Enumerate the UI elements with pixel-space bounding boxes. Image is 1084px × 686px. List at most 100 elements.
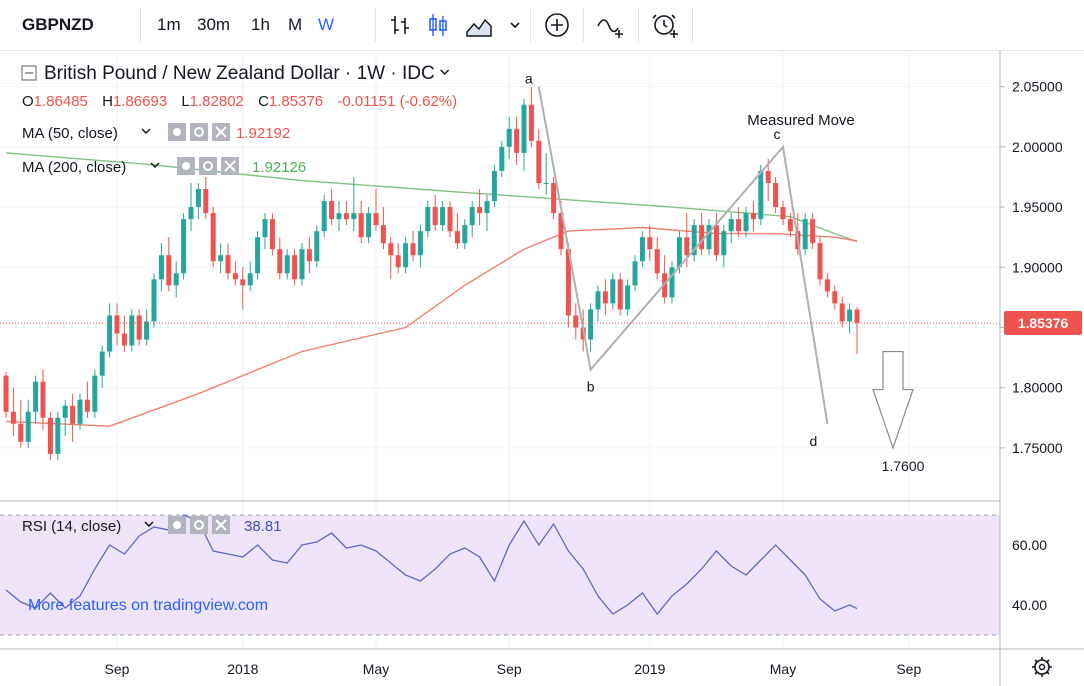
candle-body xyxy=(676,237,682,268)
candle xyxy=(750,201,756,232)
candle-body xyxy=(847,309,853,322)
chevron-down-icon[interactable] xyxy=(440,69,450,76)
candle-body xyxy=(713,225,719,256)
indicators-icon[interactable] xyxy=(596,10,626,40)
rsi-label[interactable]: RSI (14, close) xyxy=(22,518,121,535)
gear-icon-ring xyxy=(1034,659,1050,675)
high-value: 1.86693 xyxy=(113,93,167,110)
candle xyxy=(343,201,349,226)
rsi-axis[interactable]: 60.00 40.00 xyxy=(1012,537,1047,613)
chart-settings-gear-icon[interactable] xyxy=(1032,657,1052,677)
legend: British Pound / New Zealand Dollar · 1W … xyxy=(21,63,457,614)
candle xyxy=(602,279,608,316)
ma200-value: 1.92126 xyxy=(252,159,306,176)
candle xyxy=(262,213,268,250)
candle xyxy=(351,176,357,232)
price-tick-label: 1.75000 xyxy=(1012,440,1063,456)
candle-body xyxy=(484,201,490,214)
candle-body xyxy=(225,255,231,274)
candle-body xyxy=(639,237,645,262)
candle-body xyxy=(817,243,823,280)
candle-body xyxy=(195,189,201,208)
candle-body xyxy=(336,213,342,220)
chevron-down-icon[interactable] xyxy=(144,521,154,528)
price-axis[interactable]: 2.050002.000001.950001.900001.850001.800… xyxy=(1000,79,1063,456)
time-tick-label: Sep xyxy=(105,661,130,677)
candle xyxy=(321,195,327,238)
candle-body xyxy=(491,170,497,202)
symbol-search-button[interactable]: GBPNZD xyxy=(22,15,94,34)
toolbar-divider xyxy=(583,8,584,42)
candle xyxy=(99,345,105,388)
candle-body xyxy=(565,249,571,316)
gear-icon[interactable] xyxy=(190,516,208,534)
candle-body xyxy=(543,182,549,184)
gear-icon[interactable] xyxy=(199,157,217,175)
candle-body xyxy=(321,201,327,232)
candle-body xyxy=(181,219,187,274)
candle-body xyxy=(40,381,46,418)
eye-icon-pupil xyxy=(173,128,181,136)
interval-1h-button[interactable]: 1h xyxy=(251,15,270,34)
candle-body xyxy=(351,213,357,220)
price-chart[interactable]: a b c d Measured Move 1.7600 2.05000 2.00000 1.… xyxy=(0,50,1084,686)
candle xyxy=(329,189,335,226)
candle xyxy=(425,201,431,238)
alert-icon[interactable] xyxy=(650,10,680,40)
time-axis[interactable]: Sep 2018 May Sep 2019 May Sep xyxy=(105,661,922,677)
candle-body xyxy=(92,375,98,412)
candle-body xyxy=(617,279,623,310)
candle-body xyxy=(691,225,697,256)
candle-body xyxy=(440,207,446,226)
chevron-down-icon[interactable] xyxy=(505,10,525,40)
candle xyxy=(410,231,416,262)
add-compare-icon[interactable] xyxy=(542,10,572,40)
candle xyxy=(691,219,697,262)
bar-chart-icon[interactable] xyxy=(385,10,415,40)
interval-30m-button[interactable]: 30m xyxy=(197,15,231,34)
candle xyxy=(588,303,594,352)
interval-week-button[interactable]: W xyxy=(318,15,335,34)
candle xyxy=(47,411,53,460)
area-chart-icon[interactable] xyxy=(464,10,494,40)
candlestick-icon[interactable] xyxy=(423,10,453,40)
gear-icon-shape xyxy=(194,520,204,530)
ma200-settings-buttons xyxy=(177,157,239,175)
candle-body xyxy=(247,273,253,286)
ma50-line xyxy=(5,226,858,427)
rsi-tick-label: 60.00 xyxy=(1012,537,1047,553)
candle xyxy=(765,158,771,202)
candle-body xyxy=(62,405,68,418)
candle xyxy=(380,207,386,250)
chevron-down-icon[interactable] xyxy=(141,128,151,135)
candle xyxy=(166,237,172,292)
candle-body xyxy=(743,213,749,232)
candle xyxy=(743,207,749,238)
pattern-point-label: b xyxy=(587,379,595,395)
candle-body xyxy=(647,237,653,250)
rsi-line xyxy=(5,514,858,616)
tradingview-watermark[interactable]: More features on tradingview.com xyxy=(28,597,268,614)
interval-month-button[interactable]: M xyxy=(288,15,303,34)
candle xyxy=(499,140,505,177)
ma50-label[interactable]: MA (50, close) xyxy=(22,125,118,142)
candle xyxy=(240,267,246,310)
candle xyxy=(832,285,838,310)
candle xyxy=(269,213,275,256)
candle xyxy=(506,116,512,159)
candle-body xyxy=(151,279,157,322)
gear-icon-shape xyxy=(194,127,204,137)
candle xyxy=(669,261,675,304)
candle-body xyxy=(469,207,475,226)
rsi-value: 38.81 xyxy=(244,518,282,535)
interval-1m-button[interactable]: 1m xyxy=(157,15,181,34)
candle-body xyxy=(158,255,164,280)
gear-icon[interactable] xyxy=(190,123,208,141)
chevron-down-icon[interactable] xyxy=(150,162,160,169)
candle xyxy=(173,261,179,298)
ma200-label[interactable]: MA (200, close) xyxy=(22,159,126,176)
measured-move-pattern[interactable]: a b c d Measured Move 1.7600 xyxy=(525,71,925,474)
gear-icon-teeth xyxy=(1032,657,1052,677)
candle-body xyxy=(654,249,660,274)
candle xyxy=(121,315,127,352)
